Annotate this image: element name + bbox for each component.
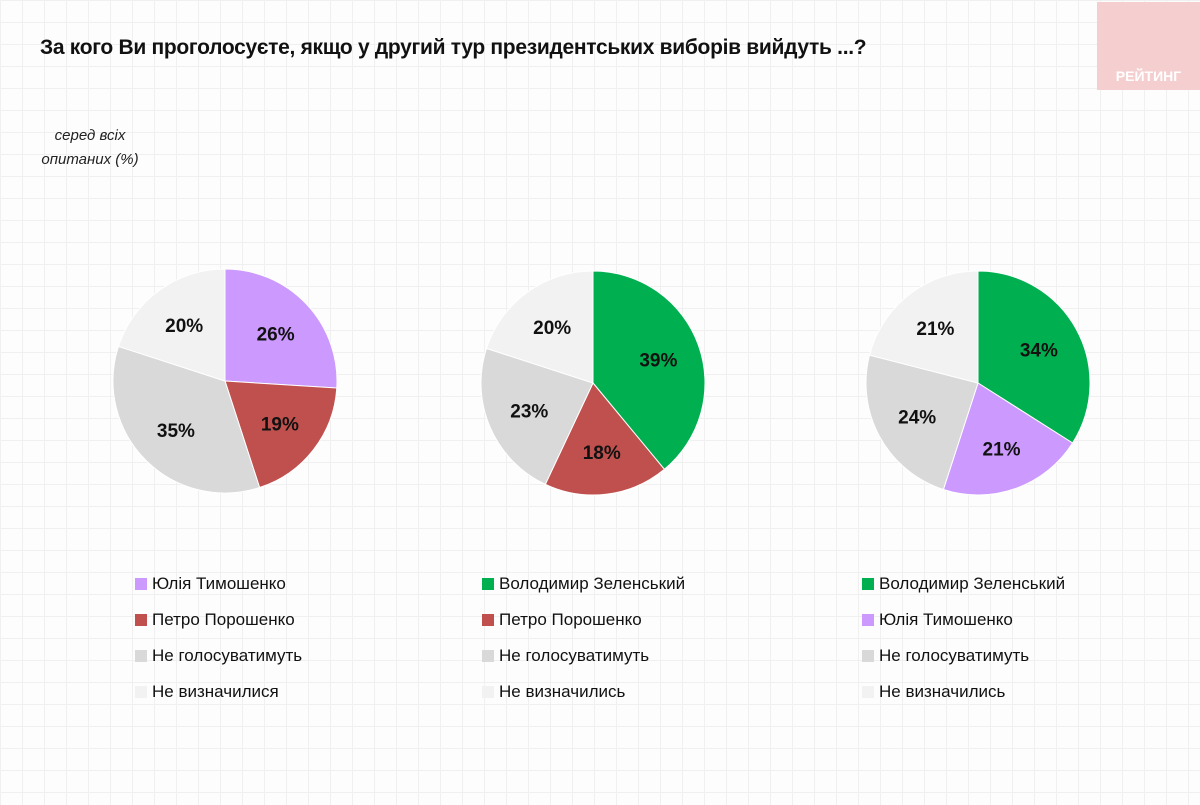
data-label: 18% [583, 443, 621, 464]
data-label: 21% [916, 319, 954, 340]
legend-label: Не голосуватимуть [879, 646, 1030, 665]
legend-item: Не голосуватимуть [135, 638, 302, 674]
legend-swatch [862, 578, 874, 590]
legend-swatch [482, 614, 494, 626]
data-label: 35% [157, 421, 195, 442]
pie-slice [485, 270, 594, 384]
chart-title: За кого Ви проголосуєте, якщо у другий т… [40, 36, 867, 59]
legend-item: Не визначились [482, 674, 685, 710]
legend-swatch [482, 578, 494, 590]
legend-swatch [862, 686, 874, 698]
legend-item: Петро Порошенко [482, 602, 685, 638]
legend-label: Володимир Зеленський [879, 574, 1066, 593]
legend-swatch [482, 650, 494, 662]
legend-label: Юлія Тимошенко [152, 574, 286, 593]
legend-label: Не визначилися [152, 682, 279, 701]
legend-label: Не голосуватимуть [499, 646, 650, 665]
pie-slice [117, 268, 226, 382]
data-label: 39% [639, 350, 677, 371]
data-label: 34% [1020, 341, 1058, 362]
data-label: 21% [983, 439, 1021, 460]
legend-item: Не голосуватимуть [482, 638, 685, 674]
legend-swatch [862, 614, 874, 626]
pie-slice [977, 270, 1091, 444]
legend-swatch [482, 686, 494, 698]
legend-swatch [135, 650, 147, 662]
data-label: 26% [257, 324, 295, 345]
legend-label: Не визначились [879, 682, 1006, 701]
legend-swatch [135, 686, 147, 698]
legend-label: Володимир Зеленський [499, 574, 686, 593]
legend-item: Юлія Тимошенко [862, 602, 1065, 638]
legend-item: Юлія Тимошенко [135, 566, 302, 602]
legend-label: Не голосуватимуть [152, 646, 303, 665]
legend-label: Не визначились [499, 682, 626, 701]
legend-label: Петро Порошенко [499, 610, 642, 629]
legend-item: Не голосуватимуть [862, 638, 1065, 674]
legend-item: Петро Порошенко [135, 602, 302, 638]
pie-slice [480, 347, 594, 486]
data-label: 20% [533, 318, 571, 339]
pie-slice [942, 382, 1074, 496]
data-label: 23% [510, 402, 548, 423]
data-label: 19% [261, 415, 299, 436]
legend: Юлія Тимошенко Петро Порошенко Не голосува… [135, 566, 302, 710]
legend-label: Петро Порошенко [152, 610, 295, 629]
legend-swatch [862, 650, 874, 662]
subtitle-line: опитаних (%) [41, 151, 139, 168]
pie-slice [544, 382, 666, 496]
data-label: 20% [165, 316, 203, 337]
pie-slice [865, 354, 979, 491]
logo-text: РЕЙТИНГ [1115, 68, 1182, 84]
subtitle-line: серед всіх [54, 127, 126, 144]
legend-label: Юлія Тимошенко [879, 610, 1013, 629]
legend: Володимир Зеленський Юлія Тимошенко Не гол… [862, 566, 1065, 710]
legend: Володимир Зеленський Петро Порошенко Не го… [482, 566, 685, 710]
legend-item: Володимир Зеленський [862, 566, 1065, 602]
pie-slice [112, 345, 261, 494]
pie-slice [592, 270, 706, 471]
legend-item: Не визначились [862, 674, 1065, 710]
rating-logo: РЕЙТИНГ [1097, 2, 1200, 90]
pie-slice [868, 270, 979, 384]
pie-slice [224, 380, 338, 489]
pie-slice [224, 268, 338, 389]
data-label: 24% [898, 407, 936, 428]
legend-item: Володимир Зеленський [482, 566, 685, 602]
subtitle: серед всіх опитаних (%) [20, 124, 160, 172]
legend-swatch [135, 578, 147, 590]
legend-item: Не визначилися [135, 674, 302, 710]
legend-swatch [135, 614, 147, 626]
